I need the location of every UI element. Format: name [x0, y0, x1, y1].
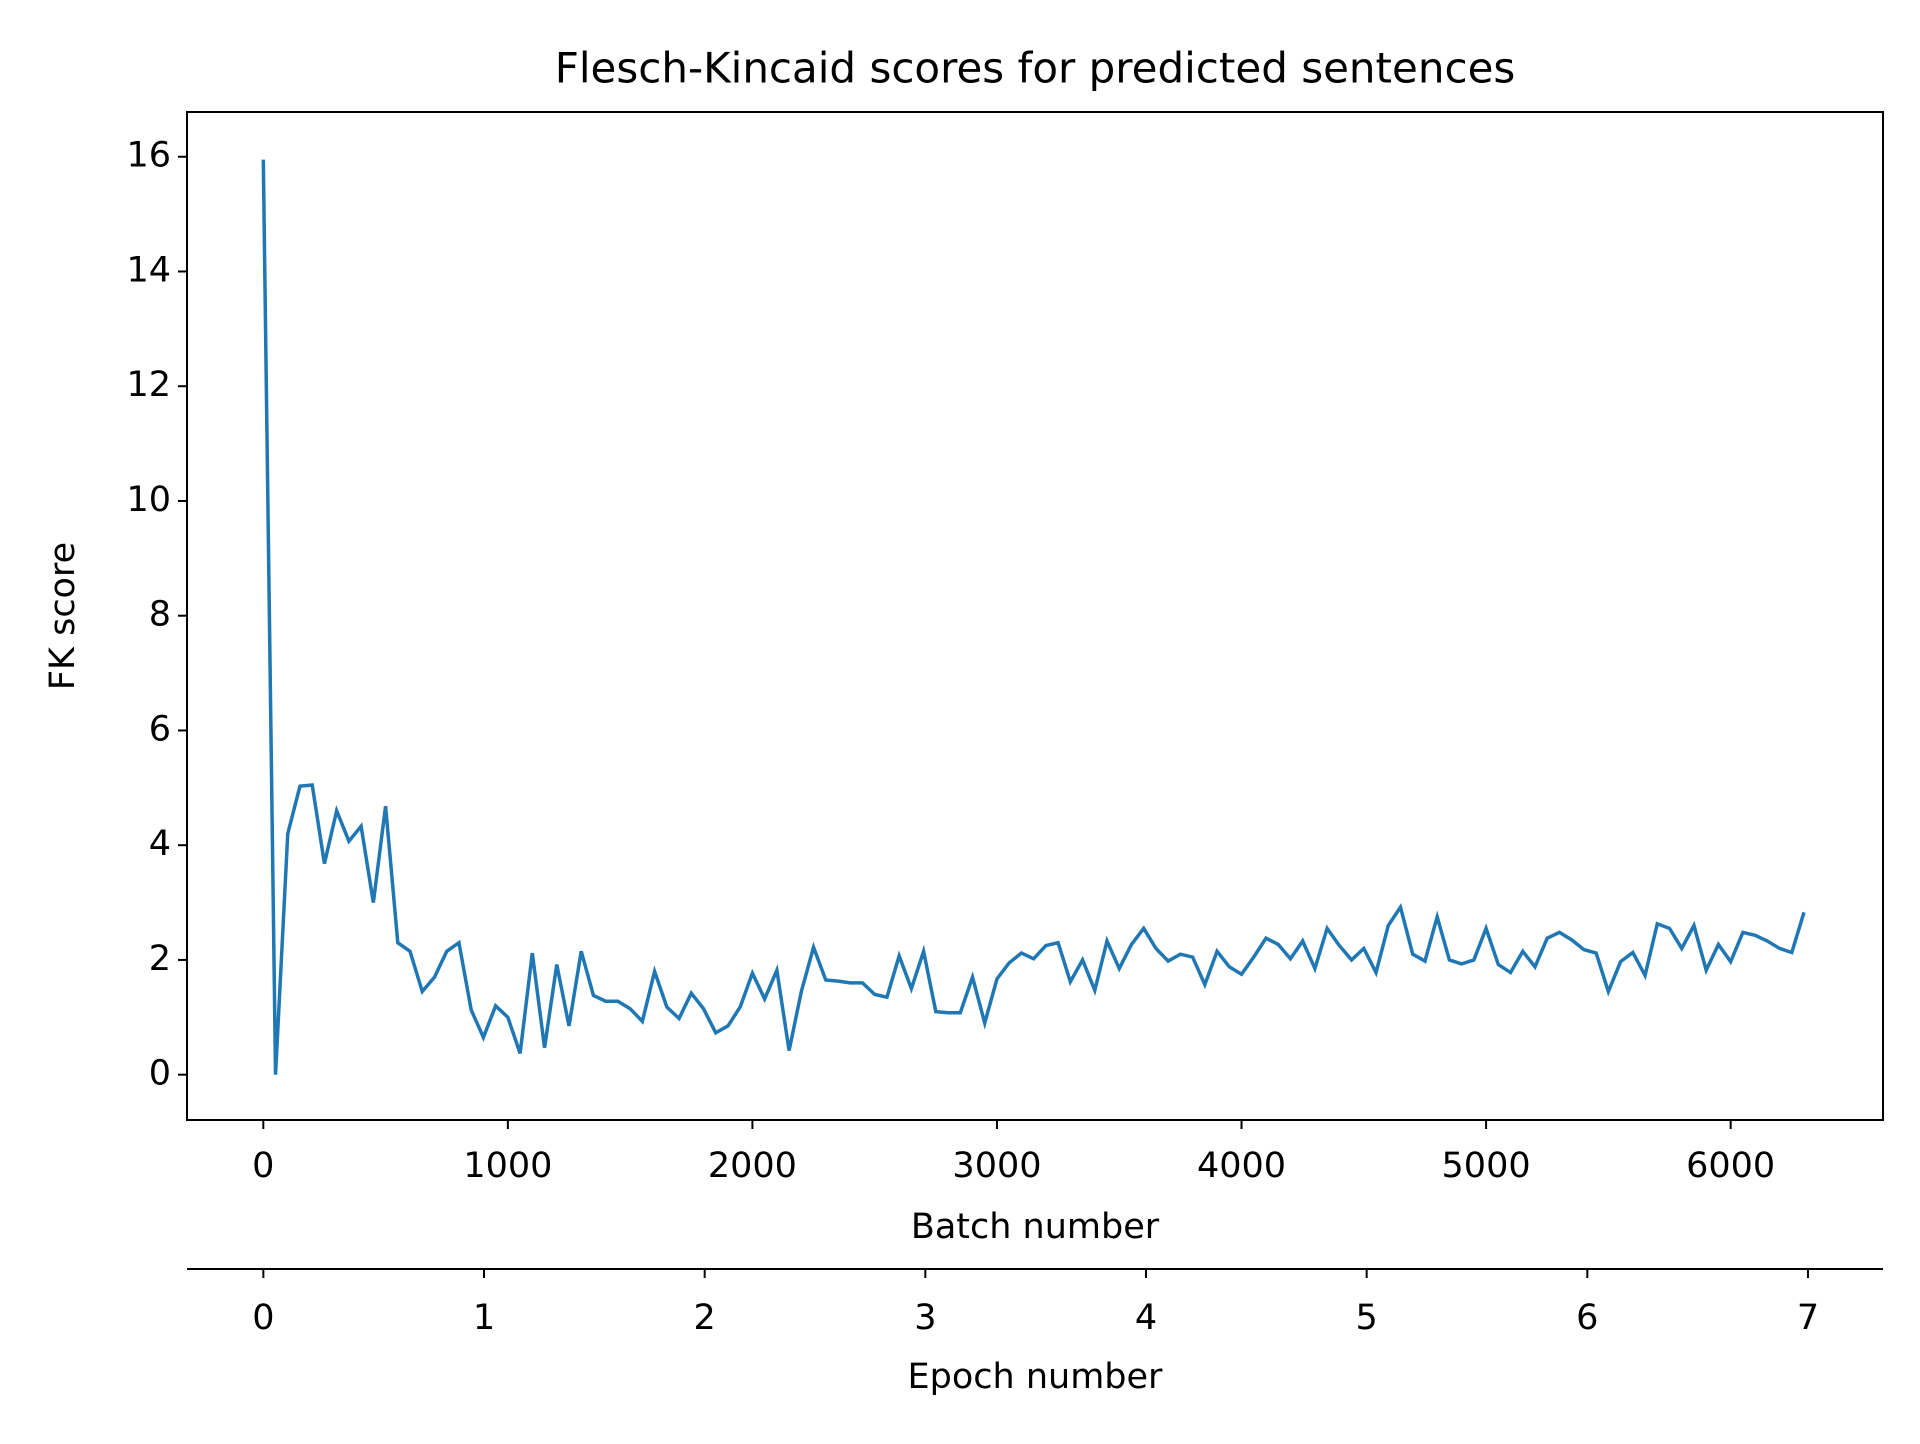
x-tick-label: 1000: [463, 1146, 552, 1186]
y-tick-label: 8: [149, 595, 171, 635]
x-tick-label: 5000: [1442, 1146, 1531, 1186]
y-tick-label: 4: [149, 824, 171, 864]
y-tick-label: 10: [126, 480, 171, 520]
x2-tick-label: 3: [914, 1298, 936, 1338]
data-line: [261, 159, 1806, 1075]
x-tick-label: 6000: [1686, 1146, 1775, 1186]
x2-tick-label: 1: [473, 1298, 495, 1338]
x-tick-label: 4000: [1197, 1146, 1286, 1186]
x2-tick-label: 5: [1356, 1298, 1378, 1338]
plot-frame: [186, 111, 1884, 1121]
chart-title: Flesch-Kincaid scores for predicted sent…: [555, 44, 1516, 93]
x2-tick-label: 0: [252, 1298, 274, 1338]
y-tick-label: 12: [126, 365, 171, 405]
y-tick-label: 2: [149, 939, 171, 979]
x2-axis-label: Epoch number: [908, 1357, 1164, 1397]
x2-tick-label: 4: [1135, 1298, 1157, 1338]
x2-tick-label: 2: [694, 1298, 716, 1338]
x2-tick-label: 6: [1576, 1298, 1598, 1338]
x2-tick-label: 7: [1797, 1298, 1819, 1338]
x-tick-label: 2000: [708, 1146, 797, 1186]
x-axis-label: Batch number: [911, 1207, 1160, 1247]
y-axis-label: FK score: [43, 542, 83, 690]
y-tick-label: 16: [126, 136, 171, 176]
y-tick-label: 6: [149, 709, 171, 749]
y-tick-label: 0: [149, 1054, 171, 1094]
y-tick-label: 14: [126, 250, 171, 290]
x-tick-label: 3000: [952, 1146, 1041, 1186]
x-tick-label: 0: [252, 1146, 274, 1186]
